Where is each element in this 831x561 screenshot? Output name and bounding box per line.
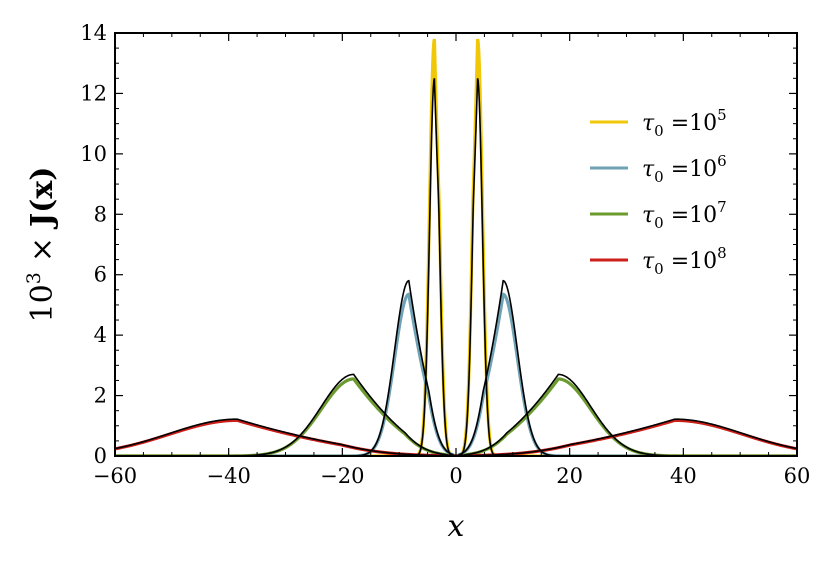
x-axis-label: x [448,509,465,544]
x-tick-label: −60 [93,464,137,488]
y-axis-label-func: J(x) [25,167,60,230]
series-line-1 [115,38,797,456]
y-tick-label: 12 [80,81,107,105]
series-line-3 [115,377,797,456]
y-tick-label: 0 [94,444,107,468]
legend: τ0 =105 τ0 =106 τ0 =107 τ0 =108 [590,106,727,278]
y-tick-label: 10 [80,142,107,166]
x-tick-label: −40 [207,464,251,488]
x-tick-label: 0 [449,464,462,488]
x-tick-label: 20 [556,464,583,488]
legend-label-2: τ0 =106 [642,152,727,186]
analytic-line-4 [115,418,797,456]
y-axis-label-base: 10 [25,284,60,322]
axis-ticks [114,32,798,457]
y-axis-label-exp: 3 [23,272,45,284]
y-tick-label: 14 [80,21,107,45]
axis-tick-labels: −60 −40 −20 0 20 40 60 0 2 4 6 8 10 12 14 [80,21,810,488]
legend-label-4: τ0 =108 [642,244,727,278]
y-axis-label: 103 × J(x) [23,167,60,323]
plot-frame [114,32,798,457]
y-tick-label: 2 [94,384,107,408]
x-tick-label: −20 [320,464,364,488]
analytic-line-2 [115,279,797,456]
legend-label-3: τ0 =107 [642,198,727,232]
series-line-4 [115,418,797,456]
legend-label-1: τ0 =105 [642,106,727,140]
y-axis-label-times: × [25,237,60,262]
y-tick-label: 8 [94,202,107,226]
plot-lines [115,38,797,456]
y-tick-label: 4 [94,323,107,347]
x-tick-label: 40 [670,464,697,488]
y-tick-label: 6 [94,263,107,287]
series-line-2 [115,292,797,456]
analytic-line-3 [115,373,797,456]
x-tick-label: 60 [784,464,811,488]
